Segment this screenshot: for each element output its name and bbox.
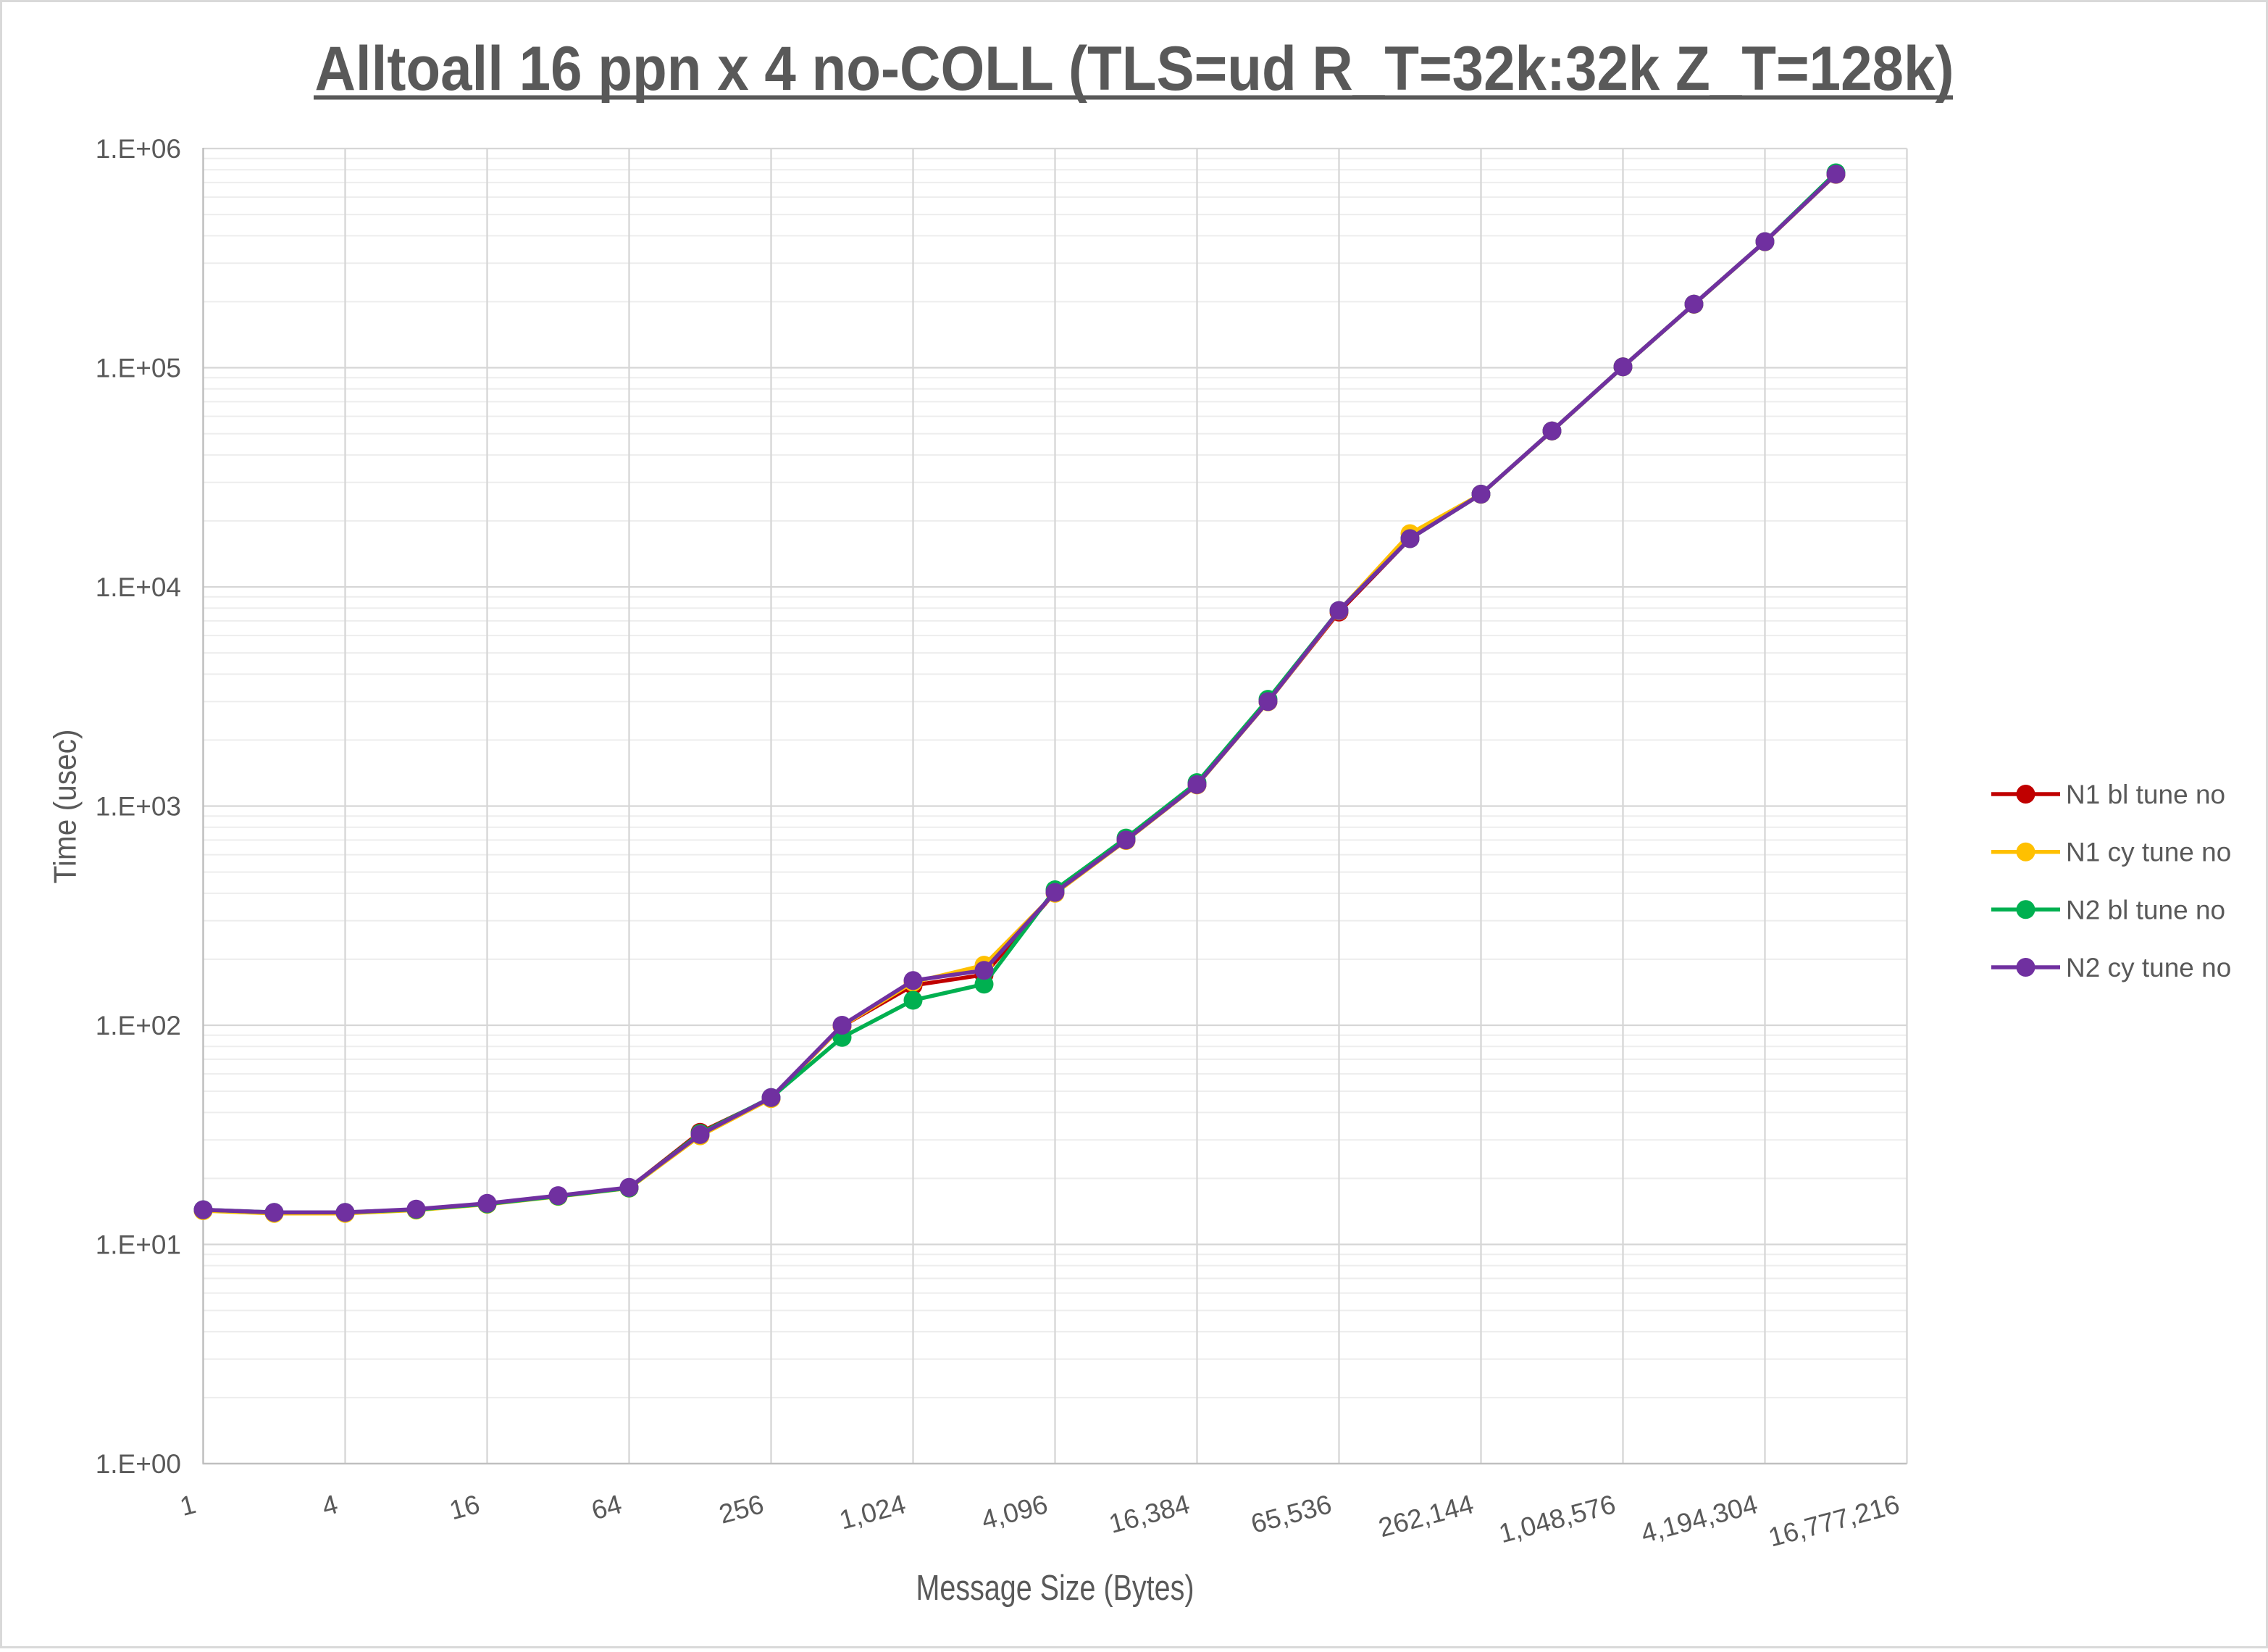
svg-text:1.E+06: 1.E+06 <box>96 134 181 164</box>
svg-text:1.E+05: 1.E+05 <box>96 354 181 383</box>
svg-text:1.E+00: 1.E+00 <box>96 1449 181 1479</box>
svg-text:1.E+03: 1.E+03 <box>96 792 181 822</box>
svg-text:N1 cy tune no: N1 cy tune no <box>2066 838 2231 867</box>
svg-text:Message Size (Bytes): Message Size (Bytes) <box>916 1569 1194 1608</box>
svg-text:1.E+04: 1.E+04 <box>96 572 181 602</box>
svg-text:Time (usec): Time (usec) <box>48 730 83 884</box>
svg-text:1.E+02: 1.E+02 <box>96 1011 181 1040</box>
svg-text:1.E+01: 1.E+01 <box>96 1230 181 1260</box>
svg-text:Alltoall 16 ppn x 4 no-COLL (T: Alltoall 16 ppn x 4 no-COLL (TLS=ud R_T=… <box>315 34 1954 104</box>
svg-text:N2 bl tune no: N2 bl tune no <box>2066 895 2225 925</box>
svg-text:N1 bl tune no: N1 bl tune no <box>2066 780 2225 809</box>
svg-text:N2 cy tune no: N2 cy tune no <box>2066 953 2231 983</box>
